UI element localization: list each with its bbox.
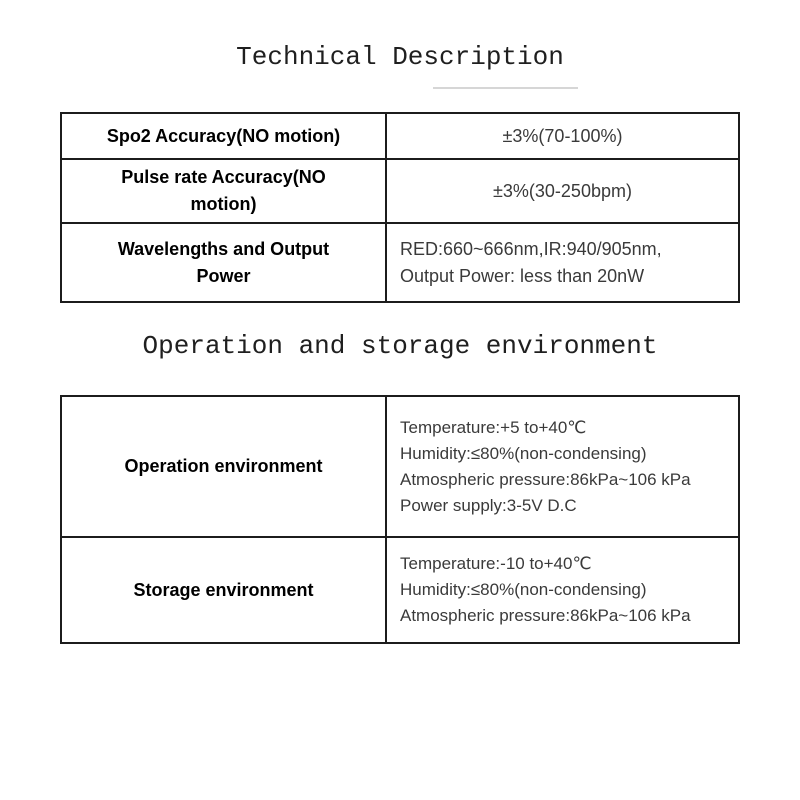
table-row-spo2-accuracy: Spo2 Accuracy(NO motion) ±3%(70-100%) <box>60 112 740 160</box>
spec-label-cell: Storage environment <box>60 536 387 644</box>
spec-label-cell: Spo2 Accuracy(NO motion) <box>60 112 387 160</box>
technical-spec-table: Spo2 Accuracy(NO motion) ±3%(70-100%) Pu… <box>60 112 740 303</box>
value-line: Humidity:≤80%(non-condensing) <box>400 580 647 599</box>
value-line: Output Power: less than 20nW <box>400 265 645 286</box>
value-line: Power supply:3-5V D.C <box>400 495 577 515</box>
value-line: Humidity:≤80%(non-condensing) <box>400 443 647 463</box>
value-line: Atmospheric pressure:86kPa~106 kPa <box>400 469 691 489</box>
label-line: Wavelengths and Output <box>117 238 330 259</box>
table-row-pulse-rate-accuracy: Pulse rate Accuracy(NO motion) ±3%(30-25… <box>60 158 740 224</box>
value-line: Atmospheric pressure:86kPa~106 kPa <box>400 606 691 625</box>
environment-spec-table: Operation environment Temperature:+5 to+… <box>60 395 740 644</box>
spec-value-cell: ±3%(70-100%) <box>385 112 740 160</box>
section-title-environment: Operation and storage environment <box>142 331 658 361</box>
label-line: Operation environment <box>124 456 323 476</box>
value-line: ±3%(30-250bpm) <box>493 180 632 201</box>
spec-value-cell: Temperature:-10 to+40℃ Humidity:≤80%(non… <box>385 536 740 644</box>
section-title-technical: Technical Description <box>236 42 564 72</box>
table-row-operation-environment: Operation environment Temperature:+5 to+… <box>60 395 740 538</box>
spec-value-cell: RED:660~666nm,IR:940/905nm, Output Power… <box>385 222 740 303</box>
table-row-storage-environment: Storage environment Temperature:-10 to+4… <box>60 536 740 644</box>
label-line: Storage environment <box>133 579 314 600</box>
value-line: Temperature:+5 to+40℃ <box>400 417 587 437</box>
value-line: Temperature:-10 to+40℃ <box>400 554 592 573</box>
label-line: motion) <box>190 194 257 214</box>
label-line: Power <box>196 265 251 286</box>
label-line: Spo2 Accuracy(NO motion) <box>106 125 341 146</box>
spec-label-cell: Operation environment <box>60 395 387 538</box>
value-line: RED:660~666nm,IR:940/905nm, <box>400 238 662 259</box>
spec-label-cell: Wavelengths and Output Power <box>60 222 387 303</box>
table-row-wavelengths-output-power: Wavelengths and Output Power RED:660~666… <box>60 222 740 303</box>
spec-value-cell: Temperature:+5 to+40℃ Humidity:≤80%(non-… <box>385 395 740 538</box>
spec-value-cell: ±3%(30-250bpm) <box>385 158 740 224</box>
label-line: Pulse rate Accuracy(NO <box>121 167 326 187</box>
value-line: ±3%(70-100%) <box>502 125 623 146</box>
spec-label-cell: Pulse rate Accuracy(NO motion) <box>60 158 387 224</box>
title-underline-artifact <box>433 87 578 89</box>
